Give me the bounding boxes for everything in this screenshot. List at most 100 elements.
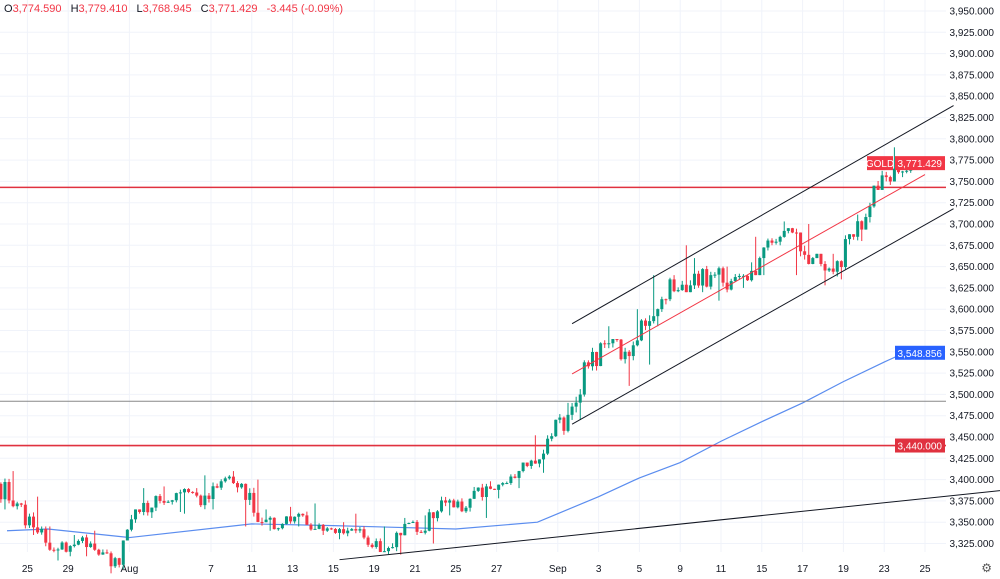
x-tick-label: 17 — [797, 564, 809, 575]
x-tick-label: 23 — [879, 564, 891, 575]
candle-body — [101, 552, 105, 555]
candle-body — [317, 524, 321, 529]
candle-body — [472, 490, 476, 499]
channel-mid — [571, 174, 926, 375]
candle-body — [19, 503, 23, 505]
candle-body — [284, 516, 288, 524]
candle-body — [207, 495, 211, 499]
candle-body — [811, 258, 815, 264]
candle-body — [754, 270, 758, 276]
candle-body — [546, 438, 550, 454]
candle-body — [125, 529, 129, 541]
candle-body — [23, 504, 27, 526]
candle-body — [550, 436, 554, 439]
candle-body — [599, 343, 603, 367]
y-tick-label: 3,375.000 — [950, 496, 995, 507]
candle-body — [688, 285, 692, 293]
candle-body — [901, 171, 905, 173]
ma-value-tag-bg — [895, 345, 945, 360]
close-key: C — [200, 3, 209, 15]
candle-body — [750, 270, 754, 281]
candle-body — [835, 261, 839, 272]
candle-body — [199, 495, 203, 506]
y-tick-label: 3,750.000 — [950, 177, 995, 188]
ma-value-tag: 3,548.856 — [895, 345, 945, 360]
support-level-tag: 3,440.000 — [895, 438, 945, 453]
candle-body — [231, 476, 235, 484]
candle-body — [896, 168, 900, 173]
candle-body — [170, 500, 174, 502]
candle-body — [448, 500, 452, 503]
x-tick-label: 25 — [450, 564, 462, 575]
candle-body — [770, 240, 774, 243]
candle-body — [280, 523, 284, 529]
candle-body — [403, 523, 407, 536]
candle-body — [635, 340, 639, 346]
candle-body — [517, 471, 521, 478]
candle-body — [52, 549, 56, 551]
candle-body — [656, 309, 660, 317]
candle-body — [652, 316, 656, 322]
candle-body — [354, 529, 358, 531]
candle-body — [27, 516, 31, 526]
candle-body — [582, 362, 586, 395]
x-tick-label: 11 — [247, 564, 258, 575]
candle-body — [80, 537, 84, 541]
candle-body — [138, 509, 142, 512]
candle-body — [346, 530, 350, 534]
candle-body — [391, 547, 395, 549]
candle-body — [227, 476, 231, 479]
candle-body — [162, 500, 166, 503]
y-tick-label: 3,325.000 — [950, 539, 995, 550]
ma-value-tag-text: 3,548.856 — [898, 349, 943, 360]
candle-body — [182, 489, 186, 493]
candle-body — [407, 522, 411, 524]
x-tick-label: 9 — [677, 564, 683, 575]
candle-body — [803, 251, 807, 255]
candle-body — [513, 476, 517, 478]
x-tick-label: 27 — [491, 564, 503, 575]
candle-body — [488, 486, 492, 489]
candle-body — [639, 320, 643, 341]
candle-body — [839, 261, 843, 268]
change-value: -3.445 (-0.09%) — [266, 3, 344, 15]
x-tick-label: 11 — [716, 564, 727, 575]
candle-body — [860, 221, 864, 230]
gear-icon[interactable]: ⚙ — [981, 561, 992, 575]
candle-body — [672, 279, 676, 292]
candle-body — [386, 548, 390, 552]
candle-body — [733, 277, 737, 282]
candle-body — [815, 253, 819, 259]
candle-body — [97, 549, 101, 555]
candle-body — [11, 500, 15, 507]
candle-body — [89, 543, 93, 548]
candle-body — [293, 516, 297, 522]
candle-body — [358, 529, 362, 531]
x-tick-label: 19 — [369, 564, 381, 575]
candle-body — [219, 481, 223, 488]
candle-body — [554, 419, 558, 437]
candle-body — [697, 273, 701, 286]
candle-body — [782, 230, 786, 237]
candle-body — [578, 394, 582, 403]
candle-body — [595, 352, 599, 367]
candle-body — [187, 489, 191, 492]
y-tick-label: 3,600.000 — [950, 305, 995, 316]
candle-body — [521, 462, 525, 472]
candle-body — [631, 345, 635, 357]
candle-body — [705, 269, 709, 287]
moving-average-line — [6, 352, 905, 539]
candle-body — [178, 492, 182, 494]
high-key: H — [70, 3, 79, 15]
y-tick-label: 3,850.000 — [950, 92, 995, 103]
candle-body — [566, 414, 570, 431]
candle-body — [574, 402, 578, 407]
candle-body — [174, 493, 178, 501]
candle-body — [109, 553, 113, 567]
candle-body — [0, 483, 3, 500]
candle-body — [501, 483, 505, 485]
candle-body — [542, 453, 546, 460]
close-value: 3,771.429 — [208, 3, 258, 15]
candle-body — [676, 290, 680, 292]
